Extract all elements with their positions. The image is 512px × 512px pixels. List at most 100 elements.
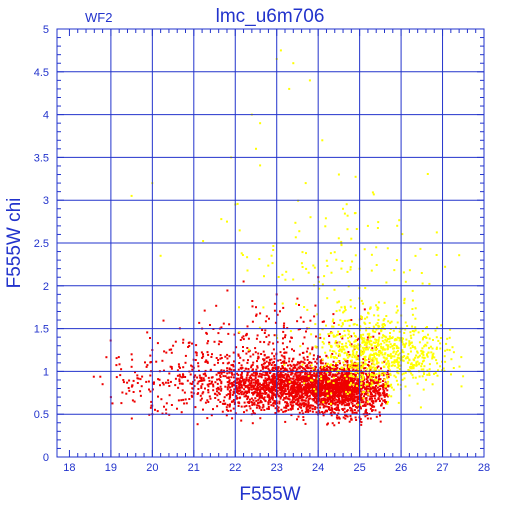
red-point [289,363,292,366]
red-point [263,353,266,356]
red-point [285,368,288,371]
red-point [315,335,317,338]
yellow-point [424,326,427,329]
red-point [254,351,257,354]
yellow-point [398,219,401,222]
red-point [271,398,274,401]
red-point [348,420,351,423]
red-point [321,320,324,323]
red-point [311,407,314,410]
yellow-point [355,351,358,354]
red-point [319,406,322,409]
red-point [338,400,341,402]
red-point [338,379,340,381]
yellow-point [381,336,384,339]
red-point [372,371,375,374]
red-point [246,396,249,399]
red-point [130,417,133,420]
red-point [264,366,267,369]
yellow-point [388,355,391,357]
red-point [177,363,180,366]
red-point [210,382,213,385]
yellow-point [416,360,419,363]
red-point [336,400,339,403]
yellow-point [433,356,436,359]
red-point [374,386,377,389]
yellow-point [458,365,461,368]
red-point [360,401,363,404]
red-point [340,381,343,384]
yellow-point [402,356,405,359]
yellow-point [361,317,363,320]
red-point [292,384,295,386]
red-point [345,396,348,399]
yellow-point [381,323,384,326]
red-point [330,404,333,407]
red-point [111,402,114,405]
yellow-point [420,349,423,352]
red-point [386,371,389,374]
yellow-point [363,356,366,358]
yellow-point [404,357,407,360]
red-point [272,348,275,351]
red-point [350,377,352,379]
red-point [321,381,324,384]
red-point [252,381,255,384]
yellow-point [336,301,339,304]
red-point [201,383,204,386]
red-point [321,391,324,394]
red-point [198,374,201,377]
red-point [256,395,259,397]
red-point [311,410,314,413]
red-point [287,382,290,385]
red-point [280,362,283,364]
red-point [370,382,373,385]
yellow-point [448,349,451,352]
red-point [309,367,312,370]
red-point [122,379,125,381]
red-point [278,374,281,377]
red-point [239,376,242,379]
red-point [294,364,297,367]
red-point [378,400,381,402]
yellow-point [362,377,365,380]
red-point [247,384,250,387]
red-point [322,377,325,379]
red-point [296,376,298,379]
red-point [238,379,241,382]
yellow-point [355,362,358,365]
red-point [242,378,245,381]
yellow-point [426,373,429,376]
yellow-point [398,330,401,333]
yellow-point [277,276,280,278]
red-point [352,400,354,403]
red-point [200,351,203,354]
red-point [336,366,339,369]
yellow-point [412,333,415,336]
yellow-point [331,369,334,372]
red-point [189,373,192,376]
red-point [280,384,283,387]
red-point [288,390,290,393]
yellow-point [369,307,372,309]
red-point [357,382,360,385]
red-point [245,395,248,398]
yellow-point [423,345,426,348]
yellow-point [423,336,426,338]
yellow-point [386,374,389,377]
red-point [139,394,142,397]
yellow-point [342,345,345,348]
red-point [329,387,332,390]
red-point [359,395,362,398]
yellow-point [365,363,368,366]
yellow-point [321,346,324,349]
yellow-point [370,377,373,380]
yellow-point [404,385,407,388]
yellow-point [392,329,395,332]
yellow-point [406,325,409,327]
red-point [257,380,260,383]
red-point [231,417,234,420]
red-point [346,409,349,412]
yellow-point [376,353,378,356]
red-point [351,391,354,394]
